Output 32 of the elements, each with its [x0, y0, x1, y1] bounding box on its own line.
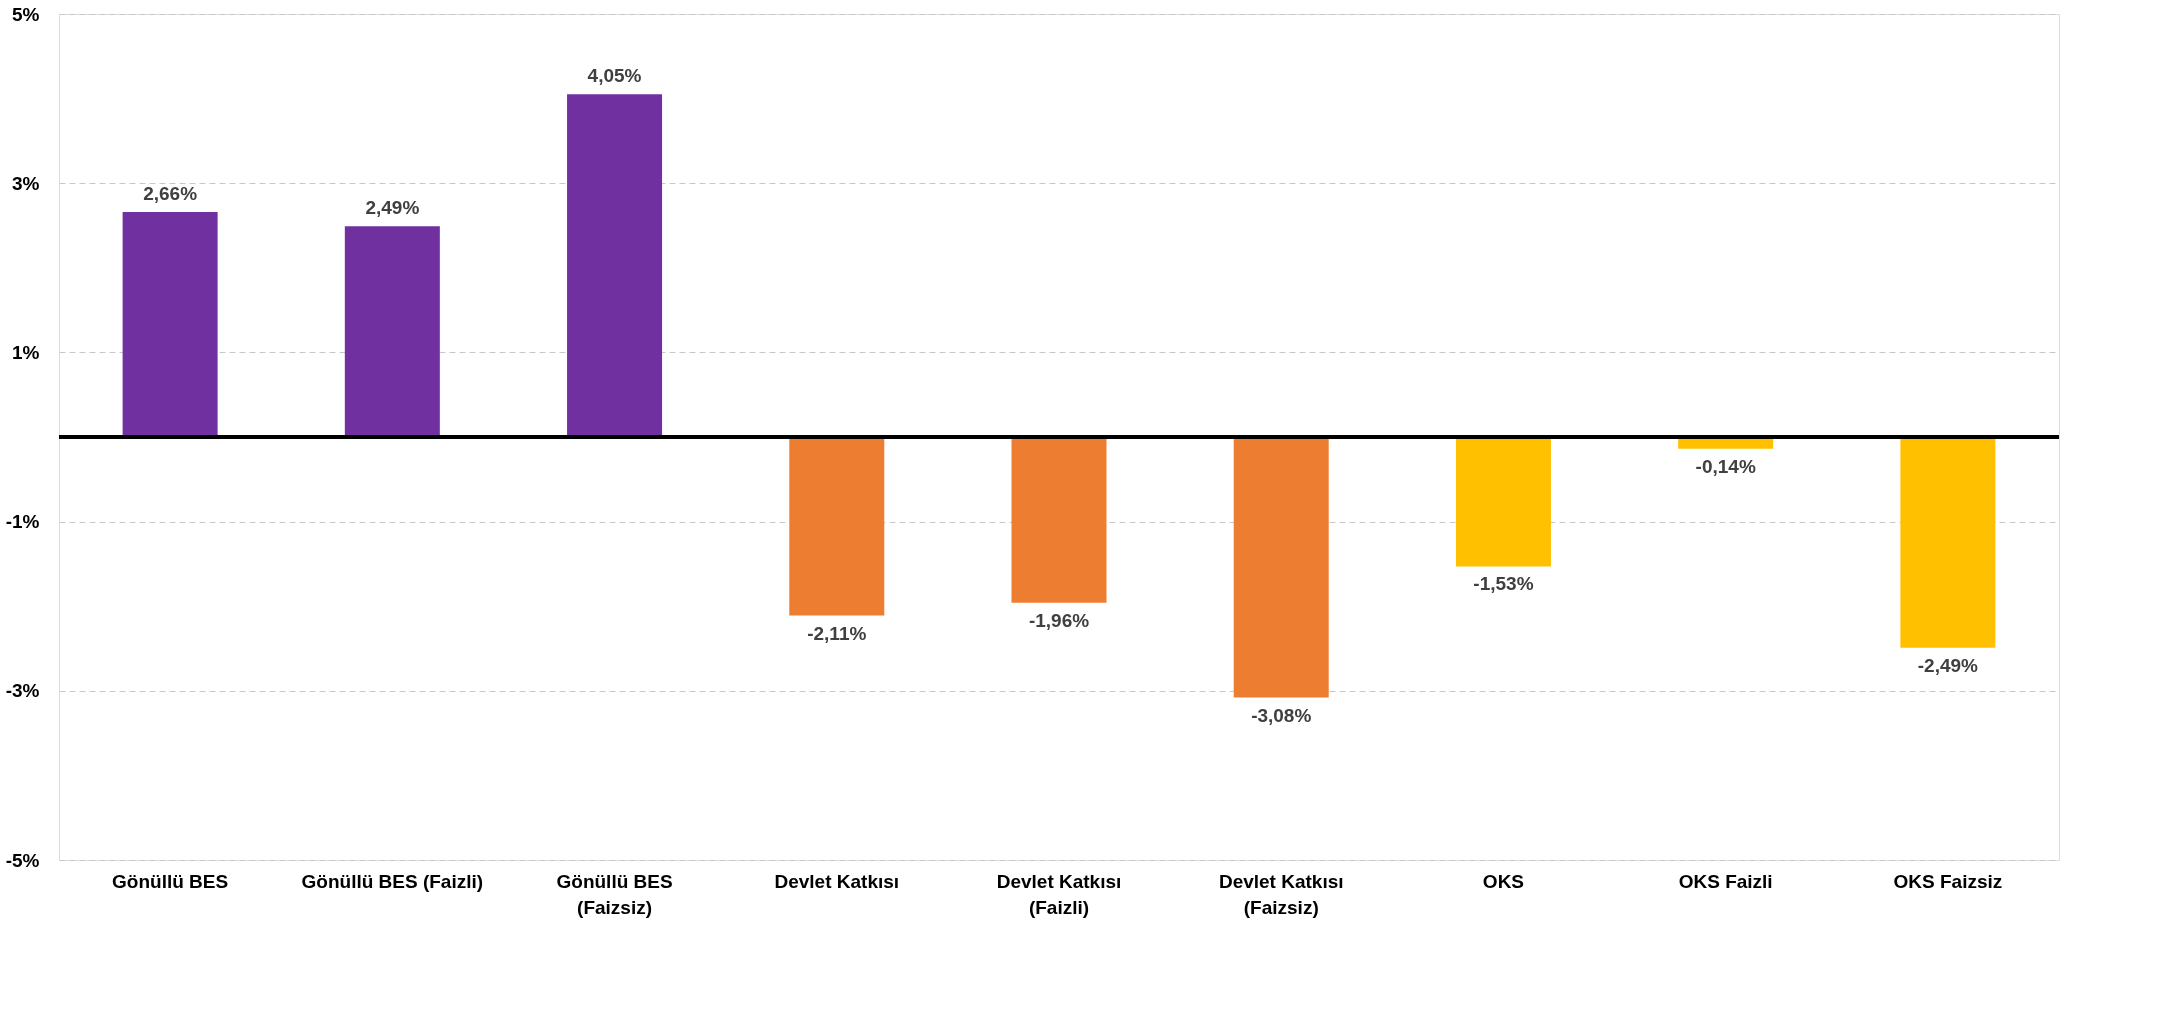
x-tick-label: OKS Faizsiz [1893, 870, 2003, 892]
y-tick-label: -5% [5, 849, 40, 871]
bar [122, 211, 218, 437]
x-tick-label: Gönüllü BES [112, 870, 229, 892]
data-label: -1,96% [1028, 609, 1090, 631]
x-tick-label: Devlet Katkısı [774, 870, 900, 892]
bar [1455, 437, 1551, 567]
data-label: 2,66% [143, 182, 198, 204]
data-label: 4,05% [587, 65, 642, 87]
x-tick-label: OKS Faizli [1678, 870, 1773, 892]
bar [344, 226, 440, 437]
data-label: -2,49% [1917, 654, 1979, 676]
data-label: -0,14% [1695, 455, 1756, 477]
x-tick-label: OKS [1482, 870, 1525, 892]
x-tick-label: Gönüllü BES (Faizli) [301, 870, 484, 892]
x-tick-label: Gönüllü BES (Faizsiz) [556, 870, 673, 918]
bar [567, 94, 663, 437]
bar [1011, 437, 1107, 603]
y-tick-label: 5% [12, 3, 40, 25]
data-label: -1,53% [1473, 573, 1534, 595]
data-label: -2,11% [807, 622, 867, 644]
x-tick-label: Devlet Katkısı (Faizli) [996, 870, 1122, 918]
data-label: -3,08% [1251, 704, 1312, 726]
y-tick-label: -3% [5, 680, 40, 702]
bar [1900, 437, 1996, 648]
y-tick-label: -1% [5, 511, 40, 533]
bar [789, 437, 885, 616]
x-tick-label: Devlet Katkısı (Faizsiz) [1218, 870, 1344, 918]
y-tick-label: 1% [12, 341, 40, 363]
data-label: 2,49% [365, 197, 420, 219]
bar [1233, 437, 1329, 698]
y-tick-label: 3% [12, 172, 40, 194]
